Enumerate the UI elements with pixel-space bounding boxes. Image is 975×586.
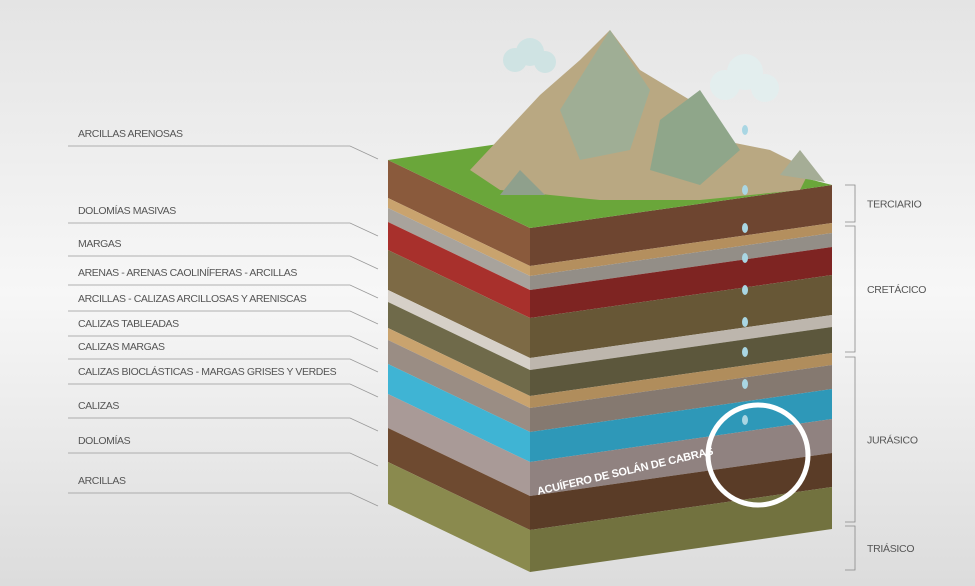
layer-label: DOLOMÍAS MASIVAS xyxy=(78,204,176,217)
stratum-left xyxy=(388,250,530,358)
rock xyxy=(780,150,825,182)
stratum-left xyxy=(388,208,530,290)
stratum-right xyxy=(530,185,832,266)
era-label: TERCIARIO xyxy=(867,199,922,211)
leader-line xyxy=(68,284,379,299)
leader-line xyxy=(68,145,379,160)
mountain-face xyxy=(650,90,740,185)
leader-line xyxy=(68,335,379,350)
stratum-left xyxy=(388,340,530,432)
water-drops xyxy=(742,125,748,425)
landscape xyxy=(388,30,832,425)
era-bracket xyxy=(845,184,856,223)
stratum-right xyxy=(530,453,832,530)
leader-line xyxy=(68,255,379,270)
stratum-left xyxy=(388,290,530,370)
leader-line xyxy=(68,222,379,237)
stratum-left xyxy=(388,198,530,276)
cloud xyxy=(503,38,556,73)
stratum-left xyxy=(388,462,530,572)
leader-line xyxy=(68,358,379,373)
layer-label: ARCILLAS xyxy=(78,475,126,487)
stratum-right xyxy=(530,419,832,496)
era-brackets: TERCIARIO CRETÁCICO JURÁSICO TRIÁSICO xyxy=(845,184,927,571)
layer-label: ARCILLAS ARENOSAS xyxy=(78,128,183,140)
layer-label: MARGAS xyxy=(78,238,122,250)
stratum-right xyxy=(530,353,832,408)
stratum-left xyxy=(388,394,530,496)
stratum-right xyxy=(530,315,832,370)
leader-line xyxy=(68,383,379,398)
stratum-left xyxy=(388,328,530,408)
stratum-left xyxy=(388,428,530,530)
aquifer-highlight xyxy=(705,402,811,508)
layer-label: ARENAS - ARENAS CAOLINÍFERAS - ARCILLAS xyxy=(78,266,297,279)
layer-label: CALIZAS MARGAS xyxy=(78,341,165,353)
stratum-right xyxy=(530,233,832,290)
layer-label: DOLOMÍAS xyxy=(78,434,131,447)
leader-line xyxy=(68,417,379,432)
leader-line xyxy=(68,492,379,507)
strata-block xyxy=(388,160,832,572)
stratum-right xyxy=(530,247,832,318)
layer-labels: ARCILLAS ARENOSAS DOLOMÍAS MASIVAS MARGAS A… xyxy=(68,128,379,507)
stratum-left xyxy=(388,160,530,266)
mountain-face xyxy=(560,30,650,160)
stratum-right xyxy=(530,275,832,358)
layer-label: ARCILLAS - CALIZAS ARCILLOSAS Y ARENISCA… xyxy=(78,293,307,305)
cloud xyxy=(710,54,779,102)
layer-label: CALIZAS TABLEADAS xyxy=(78,318,179,330)
rock xyxy=(500,170,545,195)
era-bracket xyxy=(845,225,856,353)
stratum-left xyxy=(388,222,530,318)
era-label: TRIÁSICO xyxy=(867,542,914,555)
leader-line xyxy=(68,452,379,467)
stratum-right xyxy=(530,223,832,276)
stratum-right xyxy=(530,327,832,396)
era-bracket xyxy=(845,525,856,571)
era-bracket xyxy=(845,356,856,523)
leader-line xyxy=(68,310,379,325)
layer-label: CALIZAS BIOCLÁSTICAS - MARGAS GRISES Y V… xyxy=(78,365,337,378)
era-label: CRETÁCICO xyxy=(867,283,926,296)
era-label: JURÁSICO xyxy=(867,434,918,447)
stratum-left xyxy=(388,302,530,396)
layer-label: CALIZAS xyxy=(78,400,119,412)
stratum-left xyxy=(388,364,530,462)
stratum-right xyxy=(530,487,832,572)
stratum-right xyxy=(530,365,832,432)
